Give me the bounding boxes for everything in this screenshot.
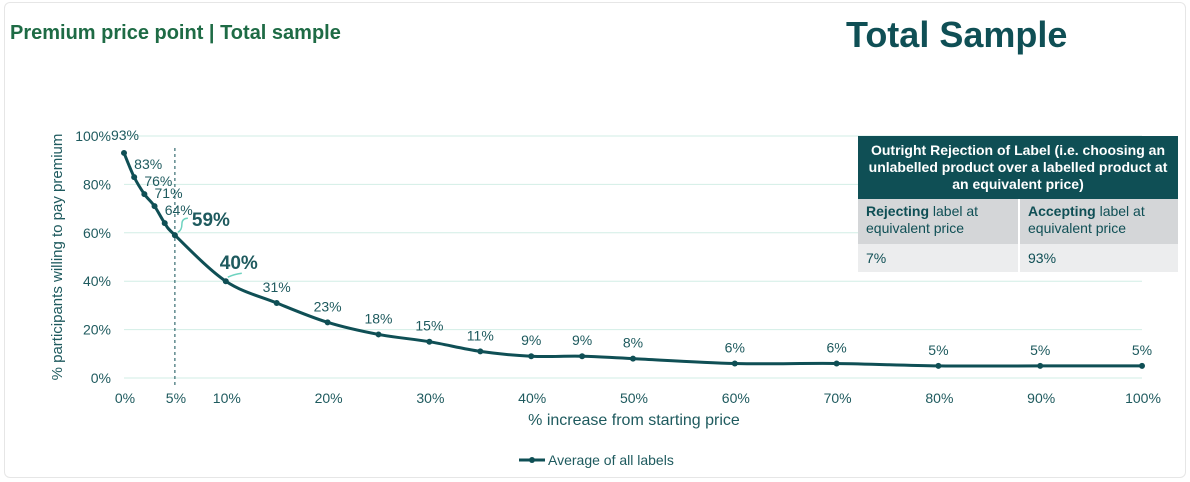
data-label: 9% xyxy=(572,332,592,348)
x-axis-title: % increase from starting price xyxy=(528,412,740,429)
data-label: 83% xyxy=(134,156,162,172)
accepting-header-bold: Accepting xyxy=(1028,203,1096,219)
page-subtitle: Premium price point | Total sample xyxy=(10,22,341,44)
data-label: 6% xyxy=(725,339,745,355)
data-point xyxy=(324,319,331,326)
chart-frame xyxy=(4,2,1186,478)
data-label: 40% xyxy=(220,253,258,274)
legend-marker xyxy=(529,457,535,463)
y-tick-label: 20% xyxy=(83,322,111,338)
rejecting-header-bold: Rejecting xyxy=(866,203,930,219)
data-label: 59% xyxy=(192,210,230,231)
rejection-table-heading: Outright Rejection of Label (i.e. choosi… xyxy=(858,136,1178,199)
data-label: 93% xyxy=(111,127,139,143)
data-label: 6% xyxy=(826,339,846,355)
x-tick-label: 80% xyxy=(925,390,953,406)
y-axis-ticks: 0% 20% 40% 60% 80% 100% xyxy=(75,128,111,386)
data-point xyxy=(131,174,138,181)
x-tick-label: 10% xyxy=(213,390,241,406)
data-label: 15% xyxy=(415,318,443,334)
x-tick-label: 90% xyxy=(1027,390,1055,406)
data-label: 9% xyxy=(521,332,541,348)
legend: Average of all labels xyxy=(519,452,674,468)
accepting-header-cell: Accepting label at equivalent price xyxy=(1018,199,1178,244)
data-point xyxy=(833,360,840,367)
data-point xyxy=(426,338,433,345)
series-line xyxy=(122,152,1142,368)
data-point xyxy=(935,362,942,369)
y-tick-label: 40% xyxy=(83,273,111,289)
rejection-table: Outright Rejection of Label (i.e. choosi… xyxy=(858,136,1178,272)
data-point xyxy=(171,232,178,239)
data-point xyxy=(273,299,280,306)
data-point xyxy=(630,355,636,362)
data-point xyxy=(477,348,484,355)
data-label: 5% xyxy=(928,342,948,358)
data-label: 76% xyxy=(144,173,172,189)
rejecting-header-cell: Rejecting label at equivalent price xyxy=(858,199,1018,244)
data-point xyxy=(151,203,158,210)
data-point xyxy=(1139,362,1145,369)
data-label: 11% xyxy=(467,327,494,343)
rejecting-value-cell: 7% xyxy=(858,244,1018,272)
data-label: 18% xyxy=(364,310,392,326)
data-point xyxy=(141,191,148,198)
data-label: 5% xyxy=(1030,342,1050,358)
data-point xyxy=(1037,362,1044,369)
data-label: 71% xyxy=(155,185,183,201)
data-points xyxy=(121,149,1145,369)
data-point xyxy=(579,353,586,360)
x-axis-ticks: 0% 5% 10% 20% 30% 40% 50% 60% 70% 80% 90% 100% xyxy=(115,390,1161,406)
data-label: 8% xyxy=(623,335,643,351)
y-tick-label: 80% xyxy=(83,176,111,192)
x-tick-label: 70% xyxy=(824,390,852,406)
data-point xyxy=(121,149,127,156)
x-tick-label: 60% xyxy=(722,390,750,406)
data-label: 31% xyxy=(263,279,291,295)
x-tick-label: 40% xyxy=(518,390,546,406)
data-label: 5% xyxy=(1132,342,1152,358)
data-point xyxy=(161,220,168,227)
rejecting-header-rest: label at equivalent price xyxy=(866,203,979,236)
x-tick-label: 20% xyxy=(315,390,343,406)
y-tick-label: 0% xyxy=(91,370,111,386)
data-point xyxy=(222,278,229,285)
data-labels: 93% 83%76%71%64%59% 40% 31% 23% 18% 15% 11% 9% 9%… xyxy=(111,127,1152,358)
data-label: 64% xyxy=(165,202,193,218)
data-point xyxy=(375,331,382,338)
rejection-table-value-row: 7% 93% xyxy=(858,244,1178,272)
x-tick-label: 0% xyxy=(115,390,135,406)
y-axis-title: % participants willing to pay premium xyxy=(49,134,66,381)
rejection-table-header-row: Rejecting label at equivalent price Acce… xyxy=(858,199,1178,244)
accepting-value-cell: 93% xyxy=(1018,244,1178,272)
x-tick-label: 50% xyxy=(620,390,648,406)
label-leader-line xyxy=(227,272,242,278)
data-label: 23% xyxy=(314,298,342,314)
y-tick-label: 60% xyxy=(83,225,111,241)
page-title: Total Sample xyxy=(846,14,1068,55)
accepting-header-rest: label at equivalent price xyxy=(1028,203,1145,236)
data-point xyxy=(528,353,535,360)
x-tick-label: 100% xyxy=(1125,390,1161,406)
legend-label: Average of all labels xyxy=(548,452,674,468)
x-tick-label: 30% xyxy=(416,390,444,406)
data-point xyxy=(731,360,738,367)
x-tick-label: 5% xyxy=(166,390,186,406)
y-tick-label: 100% xyxy=(75,128,111,144)
label-leader-line xyxy=(177,217,188,233)
